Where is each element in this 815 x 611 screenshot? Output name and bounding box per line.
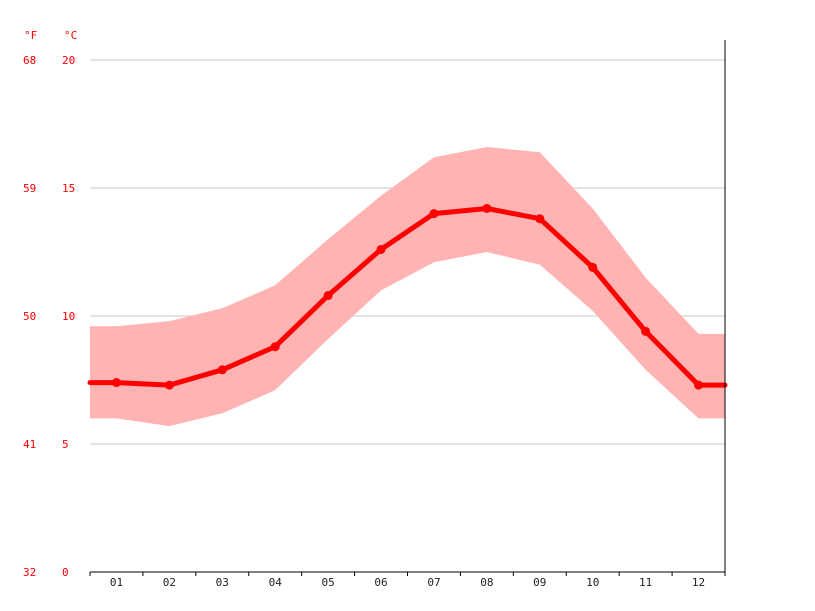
x-tick-label: 07	[427, 576, 440, 589]
x-tick-label: 11	[639, 576, 652, 589]
min-max-temperature-band	[90, 147, 725, 427]
mean-point-05	[323, 291, 333, 301]
mean-point-02	[164, 380, 174, 390]
mean-point-10	[588, 262, 598, 272]
y-tick-labels: 0 32 5 41 10 50 15 59 20 68	[23, 54, 75, 579]
x-tick-label: 08	[480, 576, 493, 589]
y-tick-label-celsius: 10	[62, 310, 75, 323]
mean-temperature-line	[87, 206, 728, 388]
y-tick-label-celsius: 20	[62, 54, 75, 67]
y-tick-label-celsius: 0	[62, 566, 69, 579]
mean-point-12	[694, 380, 704, 390]
mean-temperature-points	[111, 203, 704, 390]
x-tick-label: 09	[533, 576, 546, 589]
mean-point-11	[641, 326, 651, 336]
mean-point-09	[535, 214, 545, 224]
x-tick-label: 02	[163, 576, 176, 589]
mean-point-08	[482, 203, 492, 213]
y-tick-label-fahrenheit: 50	[23, 310, 36, 323]
x-tick-label: 03	[216, 576, 229, 589]
y-tick-label-fahrenheit: 59	[23, 182, 36, 195]
mean-point-07	[429, 209, 439, 219]
x-tick-label: 12	[692, 576, 705, 589]
y-tick-label-fahrenheit: 68	[23, 54, 36, 67]
fahrenheit-unit-label: °F	[24, 29, 37, 42]
mean-point-04	[270, 342, 280, 352]
x-tick-label: 06	[374, 576, 387, 589]
mean-point-06	[376, 244, 386, 254]
y-tick-label-celsius: 5	[62, 438, 69, 451]
celsius-unit-label: °C	[64, 29, 77, 42]
x-axis-ticks: 01 02 03 04 05 06 07 08 09 10 11 12	[89, 572, 726, 589]
x-tick-label: 05	[322, 576, 335, 589]
x-tick-label: 10	[586, 576, 599, 589]
y-tick-label-fahrenheit: 41	[23, 438, 36, 451]
x-tick-label: 01	[110, 576, 123, 589]
y-tick-label-fahrenheit: 32	[23, 566, 36, 579]
mean-point-03	[217, 365, 227, 375]
mean-point-01	[111, 378, 121, 388]
x-tick-label: 04	[269, 576, 283, 589]
y-tick-label-celsius: 15	[62, 182, 75, 195]
